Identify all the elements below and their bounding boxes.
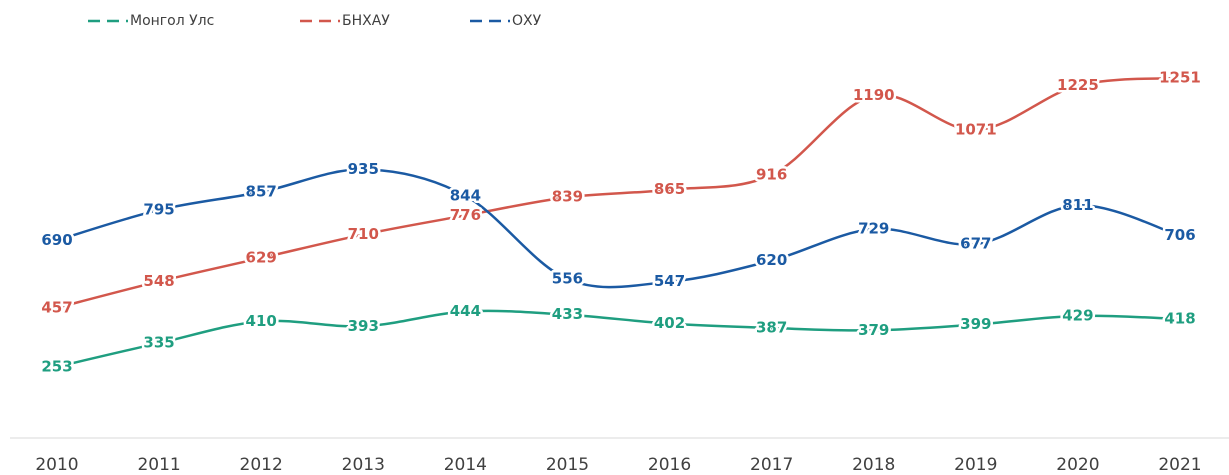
x-tick-label: 2011 bbox=[137, 455, 180, 475]
data-label: 1071 bbox=[955, 121, 997, 139]
x-tick-label: 2012 bbox=[240, 455, 283, 475]
x-tick-label: 2017 bbox=[750, 455, 793, 475]
series-line bbox=[56, 168, 1181, 289]
data-label: 857 bbox=[246, 183, 277, 201]
data-label: 1225 bbox=[1057, 76, 1099, 94]
x-tick-label: 2010 bbox=[35, 455, 78, 475]
data-label: 706 bbox=[1164, 226, 1195, 244]
data-label: 1190 bbox=[853, 86, 895, 104]
data-label: 844 bbox=[450, 186, 481, 204]
series-line bbox=[56, 76, 1181, 309]
data-label: 776 bbox=[450, 206, 481, 224]
data-label: 556 bbox=[552, 270, 583, 288]
data-label: 795 bbox=[143, 200, 174, 218]
data-label: 379 bbox=[858, 321, 889, 339]
data-label: 429 bbox=[1062, 306, 1093, 324]
data-label: 729 bbox=[858, 220, 889, 238]
x-tick-label: 2015 bbox=[546, 455, 589, 475]
x-tick-label: 2014 bbox=[444, 455, 487, 475]
data-label: 1251 bbox=[1159, 69, 1201, 87]
data-label: 393 bbox=[348, 317, 379, 335]
x-tick-label: 2020 bbox=[1056, 455, 1099, 475]
x-tick-label: 2018 bbox=[852, 455, 895, 475]
series-line bbox=[56, 309, 1181, 369]
legend-label: ОХУ bbox=[512, 13, 542, 29]
data-label: 916 bbox=[756, 165, 787, 183]
data-label: 677 bbox=[960, 235, 991, 253]
x-tick-label: 2016 bbox=[648, 455, 691, 475]
data-label: 811 bbox=[1062, 196, 1093, 214]
data-label: 410 bbox=[246, 312, 277, 330]
data-label: 399 bbox=[960, 315, 991, 333]
x-tick-label: 2021 bbox=[1158, 455, 1201, 475]
data-label: 433 bbox=[552, 305, 583, 323]
x-tick-label: 2019 bbox=[954, 455, 997, 475]
data-label: 418 bbox=[1164, 310, 1195, 328]
data-label: 865 bbox=[654, 180, 685, 198]
data-label: 547 bbox=[654, 272, 685, 290]
data-label: 253 bbox=[41, 357, 72, 375]
data-label: 935 bbox=[348, 160, 379, 178]
data-label: 548 bbox=[143, 272, 174, 290]
data-label: 387 bbox=[756, 319, 787, 337]
data-label: 335 bbox=[143, 334, 174, 352]
data-label: 457 bbox=[41, 298, 72, 316]
data-label: 402 bbox=[654, 314, 685, 332]
data-label: 690 bbox=[41, 231, 72, 249]
data-label: 839 bbox=[552, 188, 583, 206]
legend-label: Монгол Улс bbox=[130, 13, 214, 29]
x-tick-label: 2013 bbox=[342, 455, 385, 475]
data-label: 629 bbox=[246, 248, 277, 266]
data-label: 620 bbox=[756, 251, 787, 269]
data-label: 444 bbox=[450, 302, 481, 320]
legend-label: БНХАУ bbox=[342, 13, 390, 29]
data-label: 710 bbox=[348, 225, 379, 243]
